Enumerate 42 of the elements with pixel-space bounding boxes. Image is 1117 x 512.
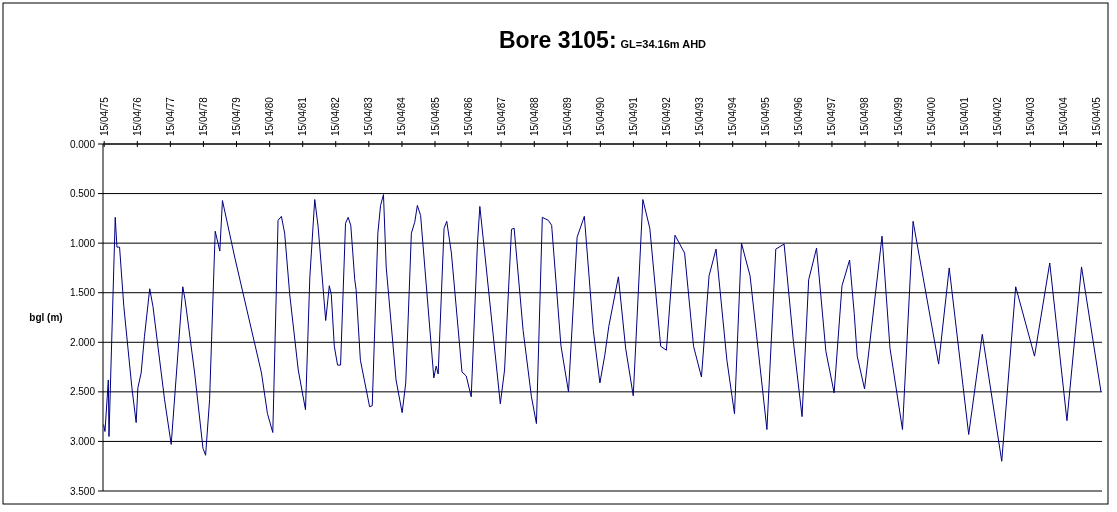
x-tick-label: 15/04/79: [230, 96, 242, 136]
y-tick-label: 0.500: [69, 188, 96, 200]
y-tick-label: 3.500: [69, 485, 96, 497]
x-tick-label: 15/04/87: [495, 96, 507, 136]
x-tick-label: 15/04/84: [396, 96, 408, 136]
x-tick-label: 15/04/77: [164, 96, 176, 136]
x-tick-label: 15/04/86: [462, 96, 474, 136]
y-tick-label: 0.000: [69, 138, 96, 150]
y-tick-label: 1.000: [69, 237, 96, 249]
x-tick-label: 15/04/76: [131, 96, 143, 136]
x-tick-label: 15/04/78: [197, 96, 209, 136]
y-tick-label: 2.500: [69, 386, 96, 398]
y-tick-label: 1.500: [69, 287, 96, 299]
x-tick-label: 15/04/05: [1091, 96, 1103, 136]
y-tick-label: 3.000: [69, 435, 96, 447]
x-tick-label: 15/04/93: [694, 96, 706, 136]
chart-title: Bore 3105:: [498, 27, 617, 53]
chart-subtitle: GL=34.16m AHD: [620, 38, 707, 50]
x-tick-label: 15/04/01: [958, 96, 970, 136]
x-tick-label: 15/04/97: [826, 96, 838, 136]
x-tick-label: 15/04/91: [627, 96, 639, 136]
x-tick-label: 15/04/96: [793, 96, 805, 136]
x-tick-label: 15/04/94: [727, 96, 739, 136]
y-tick-label: 2.000: [69, 336, 96, 348]
x-tick-label: 15/04/89: [561, 96, 573, 136]
x-tick-label: 15/04/00: [925, 96, 937, 136]
x-tick-label: 15/04/90: [594, 96, 606, 136]
x-tick-label: 15/04/82: [330, 96, 342, 136]
x-tick-label: 15/04/92: [661, 96, 673, 136]
x-tick-label: 15/04/85: [429, 96, 441, 136]
x-tick-label: 15/04/83: [363, 96, 375, 136]
x-tick-label: 15/04/99: [892, 96, 904, 136]
x-tick-label: 15/04/88: [528, 96, 540, 136]
x-tick-label: 15/04/02: [991, 96, 1003, 136]
y-axis-title: bgl (m): [29, 312, 63, 323]
x-tick-label: 15/04/81: [297, 96, 309, 136]
x-tick-label: 15/04/03: [1024, 96, 1036, 136]
x-tick-label: 15/04/04: [1058, 96, 1070, 136]
x-tick-label: 15/04/95: [760, 96, 772, 136]
x-tick-label: 15/04/98: [859, 96, 871, 136]
x-tick-label: 15/04/75: [98, 96, 110, 136]
x-tick-label: 15/04/80: [264, 96, 276, 136]
